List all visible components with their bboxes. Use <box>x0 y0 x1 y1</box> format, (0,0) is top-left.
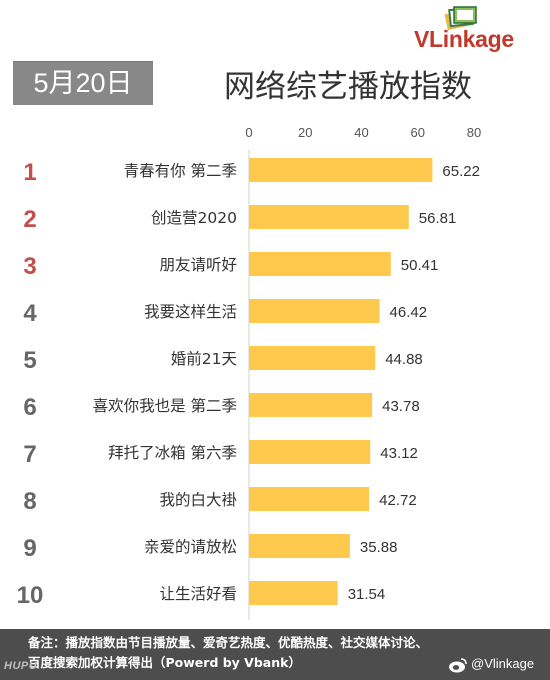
value-label: 31.54 <box>348 586 386 603</box>
category-label: 让生活好看 <box>159 585 237 603</box>
category-label: 青春有你 第二季 <box>124 162 237 180</box>
category-label: 我的白大褂 <box>159 491 237 509</box>
x-tick-label: 40 <box>354 125 368 140</box>
category-label: 朋友请听好 <box>159 256 237 274</box>
bar <box>249 440 371 464</box>
hupu-watermark: HUPU <box>4 660 38 672</box>
logo-cards-icon <box>444 6 477 31</box>
value-label: 46.42 <box>390 304 428 321</box>
footer-line-1: 备注：播放指数由节目播放量、爱奇艺热度、优酷热度、社交媒体讨论、 <box>28 635 429 650</box>
bar <box>249 205 409 229</box>
x-tick-label: 20 <box>298 125 312 140</box>
bar <box>249 393 373 417</box>
category-label: 创造营2020 <box>151 209 237 227</box>
chart-row: 1 青春有你 第二季 65.22 <box>23 158 480 186</box>
weibo-watermark: @Vlinkage <box>448 656 548 676</box>
vlinkage-logo: VLinkage <box>414 6 542 56</box>
value-label: 43.12 <box>380 445 418 462</box>
category-label: 拜托了冰箱 第六季 <box>108 444 237 462</box>
rank-number: 5 <box>23 347 36 374</box>
chart-row: 4 我要这样生活 46.42 <box>23 299 427 327</box>
bar <box>249 299 380 323</box>
value-label: 43.78 <box>382 398 420 415</box>
value-label: 35.88 <box>360 539 398 556</box>
value-label: 50.41 <box>401 257 439 274</box>
chart-row: 6 喜欢你我也是 第二季 43.78 <box>23 393 420 421</box>
rank-number: 8 <box>23 488 36 515</box>
x-tick-label: 60 <box>411 125 425 140</box>
rank-number: 9 <box>23 535 36 562</box>
bar-chart: 0 20 40 60 80 1 青春有你 第二季 65.22 2 创造营2020 56.81 3 朋友… <box>17 125 481 620</box>
x-tick-label: 80 <box>467 125 481 140</box>
chart-title: 网络综艺播放指数 <box>224 69 472 105</box>
rank-number: 6 <box>23 394 36 421</box>
category-label: 婚前21天 <box>171 350 237 368</box>
bar <box>249 581 338 605</box>
chart-row: 9 亲爱的请放松 35.88 <box>23 534 397 562</box>
logo-text: VLinkage <box>414 26 514 52</box>
chart-row: 3 朋友请听好 50.41 <box>23 252 438 280</box>
category-label: 亲爱的请放松 <box>144 538 237 556</box>
bar <box>249 534 350 558</box>
bar <box>249 252 391 276</box>
value-label: 42.72 <box>379 492 417 509</box>
value-label: 65.22 <box>442 163 480 180</box>
chart-row: 7 拜托了冰箱 第六季 43.12 <box>23 440 418 468</box>
x-tick-label: 0 <box>245 125 252 140</box>
date-badge: 5月20日 <box>13 61 153 105</box>
category-label: 我要这样生活 <box>144 303 237 321</box>
chart-row: 8 我的白大褂 42.72 <box>23 487 417 515</box>
chart-row: 10 让生活好看 31.54 <box>17 581 386 609</box>
value-label: 44.88 <box>385 351 423 368</box>
rank-number: 1 <box>23 159 36 186</box>
footer-line-2: 百度搜索加权计算得出（Powerd by Vbank） <box>28 655 301 670</box>
rank-number: 2 <box>23 206 36 233</box>
rank-number: 7 <box>23 441 36 468</box>
bar <box>249 487 370 511</box>
rank-number: 10 <box>17 582 44 609</box>
value-label: 56.81 <box>419 210 457 227</box>
chart-row: 2 创造营2020 56.81 <box>23 205 456 233</box>
rank-number: 3 <box>23 253 36 280</box>
chart-row: 5 婚前21天 44.88 <box>23 346 423 374</box>
weibo-icon <box>449 657 467 673</box>
bar <box>249 158 433 182</box>
weibo-handle: @Vlinkage <box>471 656 535 671</box>
rank-number: 4 <box>23 300 37 327</box>
category-label: 喜欢你我也是 第二季 <box>93 397 237 415</box>
bar <box>249 346 376 370</box>
